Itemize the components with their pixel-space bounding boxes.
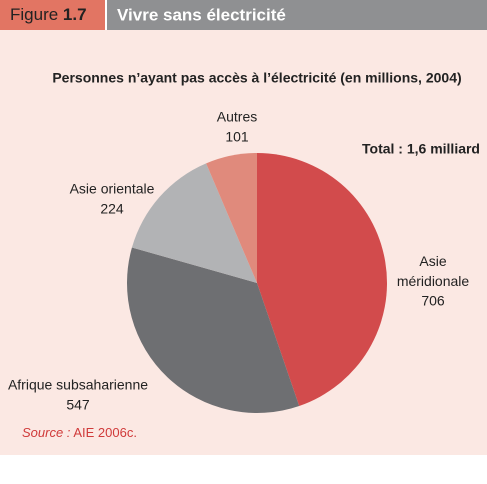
value-label: 547	[66, 397, 90, 413]
value-label: 224	[100, 201, 124, 217]
pie-slice	[257, 153, 388, 406]
figure-label: Figure 1.7	[10, 5, 87, 24]
pie-slice	[131, 163, 257, 283]
slice-label-line: méridionale	[397, 273, 470, 289]
value-label: 101	[225, 129, 249, 145]
slice-label: Asie orientale	[70, 181, 155, 197]
source-text: AIE 2006c.	[73, 425, 137, 440]
slice-label: Afrique subsaharienne	[8, 377, 148, 393]
annotation: Total : 1,6 milliard	[362, 141, 480, 157]
figure-word: Figure	[10, 5, 58, 24]
chart-title: Personnes n’ayant pas accès à l’électric…	[52, 70, 461, 86]
pie-slice	[126, 247, 300, 413]
slice-label: Asie méridionale	[397, 253, 470, 289]
pie	[126, 153, 388, 413]
figure-title: Vivre sans électricité	[117, 5, 286, 24]
figure-tag	[0, 0, 105, 30]
source: Source : AIE 2006c.	[22, 425, 137, 440]
value-label: 706	[421, 293, 445, 309]
figure-number: 1.7	[63, 5, 87, 24]
slice-label-line: Asie	[419, 253, 446, 269]
source-label: Source :	[22, 425, 71, 440]
slice-label: Autres	[217, 109, 257, 125]
pie-slice	[206, 153, 257, 283]
title-bar	[107, 0, 487, 30]
